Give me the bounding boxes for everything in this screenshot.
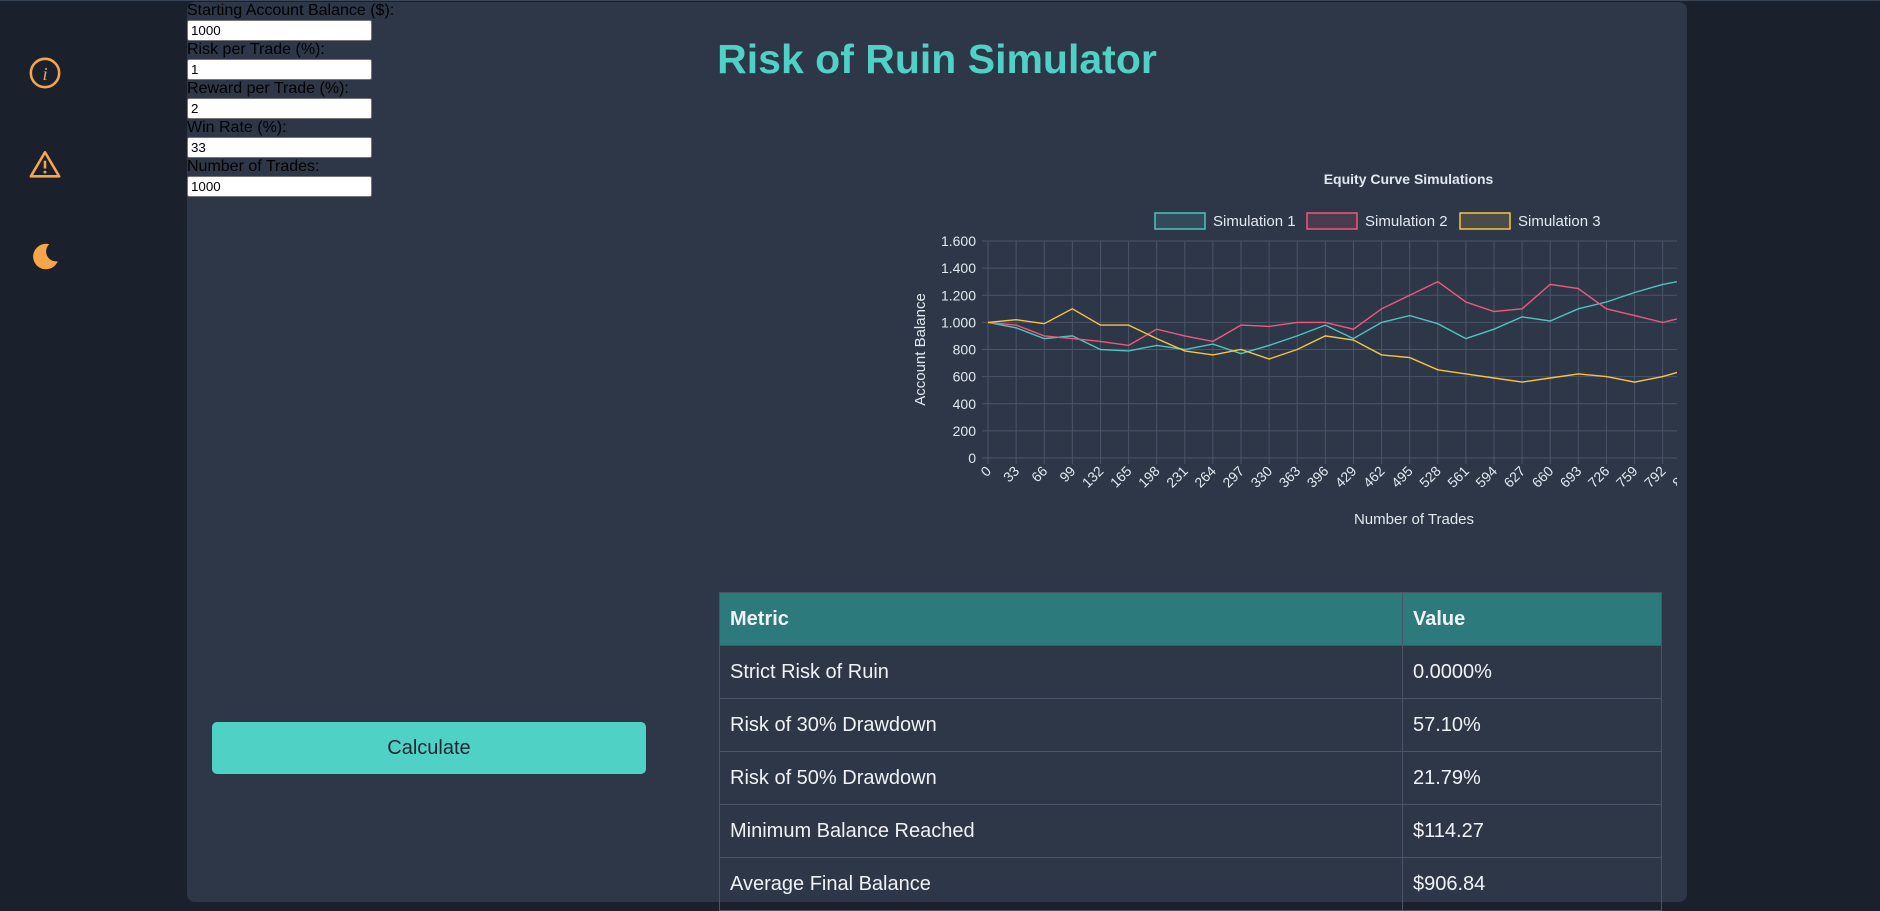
x-tick-label: 528 xyxy=(1416,463,1444,491)
x-tick-label: 462 xyxy=(1360,463,1388,491)
field-input[interactable] xyxy=(187,20,372,41)
theme-icon[interactable] xyxy=(28,240,62,274)
field-input[interactable] xyxy=(187,137,372,158)
x-tick-label: 726 xyxy=(1585,463,1613,491)
results-table: Metric Value Strict Risk of Ruin 0.0000% Ris… xyxy=(719,592,1662,911)
table-cell: 21.79% xyxy=(1402,751,1662,805)
legend-label: Simulation 2 xyxy=(1365,213,1448,230)
x-tick-label: 561 xyxy=(1444,463,1472,491)
y-tick-label: 1.400 xyxy=(941,260,976,276)
y-tick-label: 1.200 xyxy=(941,287,976,303)
x-tick-label: 231 xyxy=(1163,463,1191,491)
x-tick-label: 693 xyxy=(1557,463,1585,491)
table-row: Strict Risk of Ruin 0.0000% xyxy=(719,645,1662,699)
x-tick-label: 363 xyxy=(1276,463,1304,491)
table-cell: Risk of 30% Drawdown xyxy=(719,698,1403,752)
warning-icon[interactable] xyxy=(28,148,62,182)
field-label: Risk per Trade (%): xyxy=(187,41,325,58)
x-tick-label: 264 xyxy=(1191,463,1219,491)
x-tick-label: 66 xyxy=(1028,463,1050,485)
table-cell: 57.10% xyxy=(1402,698,1662,752)
x-tick-label: 165 xyxy=(1107,463,1135,491)
table-cell: 0.0000% xyxy=(1402,645,1662,699)
field-label: Number of Trades: xyxy=(187,158,320,175)
x-tick-label: 825 xyxy=(1669,463,1677,491)
table-row: Minimum Balance Reached $114.27 xyxy=(719,804,1662,858)
series-line xyxy=(987,280,1677,347)
y-tick-label: 1.600 xyxy=(941,233,976,249)
field-label: Reward per Trade (%): xyxy=(187,80,349,97)
top-border xyxy=(0,0,1880,1)
field-label: Win Rate (%): xyxy=(187,119,287,136)
x-tick-label: 429 xyxy=(1332,463,1360,491)
x-tick-label: 297 xyxy=(1219,463,1247,491)
x-tick-label: 132 xyxy=(1079,463,1107,491)
page-title: Risk of Ruin Simulator xyxy=(717,36,1157,82)
table-cell: Risk of 50% Drawdown xyxy=(719,751,1403,805)
table-cell: Average Final Balance xyxy=(719,857,1403,911)
column-header: Metric xyxy=(719,592,1403,646)
y-tick-label: 0 xyxy=(968,450,976,466)
header-row: Metric Value xyxy=(719,592,1662,646)
field-label: Starting Account Balance ($): xyxy=(187,2,395,19)
table-row: Average Final Balance $906.84 xyxy=(719,857,1662,911)
legend-swatch xyxy=(1306,212,1358,230)
legend-swatch xyxy=(1154,212,1206,230)
legend-label: Simulation 1 xyxy=(1213,213,1296,230)
x-tick-label: 0 xyxy=(977,463,994,480)
x-tick-label: 330 xyxy=(1247,463,1275,491)
field-input[interactable] xyxy=(187,59,372,80)
x-tick-label: 627 xyxy=(1500,463,1528,491)
series-line xyxy=(987,280,1677,355)
chart: Equity Curve Simulations 0 200 400 600 800 1.0… xyxy=(912,171,1677,528)
main-panel: Risk of Ruin Simulator Starting Account … xyxy=(187,2,1687,911)
calculate-button[interactable]: Calculate xyxy=(212,722,646,774)
svg-text:i: i xyxy=(42,64,47,84)
form: Starting Account Balance ($): Risk per Tr… xyxy=(187,2,1687,197)
y-tick-label: 800 xyxy=(953,342,977,358)
y-tick-label: 200 xyxy=(953,423,977,439)
table-cell: $906.84 xyxy=(1402,857,1662,911)
info-icon[interactable]: i xyxy=(28,56,62,90)
x-tick-label: 198 xyxy=(1135,463,1163,491)
x-tick-label: 33 xyxy=(1000,463,1022,485)
x-tick-label: 495 xyxy=(1388,463,1416,491)
table-cell: $114.27 xyxy=(1402,804,1662,858)
y-tick-label: 400 xyxy=(953,396,977,412)
table-cell: Minimum Balance Reached xyxy=(719,804,1403,858)
table-row: Risk of 50% Drawdown 21.79% xyxy=(719,751,1662,805)
x-axis-title: Number of Trades xyxy=(1354,511,1474,528)
x-tick-label: 396 xyxy=(1304,463,1332,491)
x-tick-label: 660 xyxy=(1529,463,1557,491)
x-tick-label: 759 xyxy=(1613,463,1641,491)
y-tick-label: 1.000 xyxy=(941,314,976,330)
column-header: Value xyxy=(1402,592,1662,646)
table-cell: Strict Risk of Ruin xyxy=(719,645,1403,699)
chart-title: Equity Curve Simulations xyxy=(1324,171,1494,187)
y-tick-label: 600 xyxy=(953,369,977,385)
x-tick-label: 594 xyxy=(1472,463,1500,491)
table-row: Risk of 30% Drawdown 57.10% xyxy=(719,698,1662,752)
x-tick-label: 792 xyxy=(1641,463,1669,491)
field-input[interactable] xyxy=(187,176,372,197)
legend-label: Simulation 3 xyxy=(1518,213,1601,230)
legend-swatch xyxy=(1459,212,1511,230)
x-tick-label: 99 xyxy=(1056,463,1078,485)
field-input[interactable] xyxy=(187,98,372,119)
y-axis-title: Account Balance xyxy=(912,293,929,406)
series-line xyxy=(987,307,1677,383)
